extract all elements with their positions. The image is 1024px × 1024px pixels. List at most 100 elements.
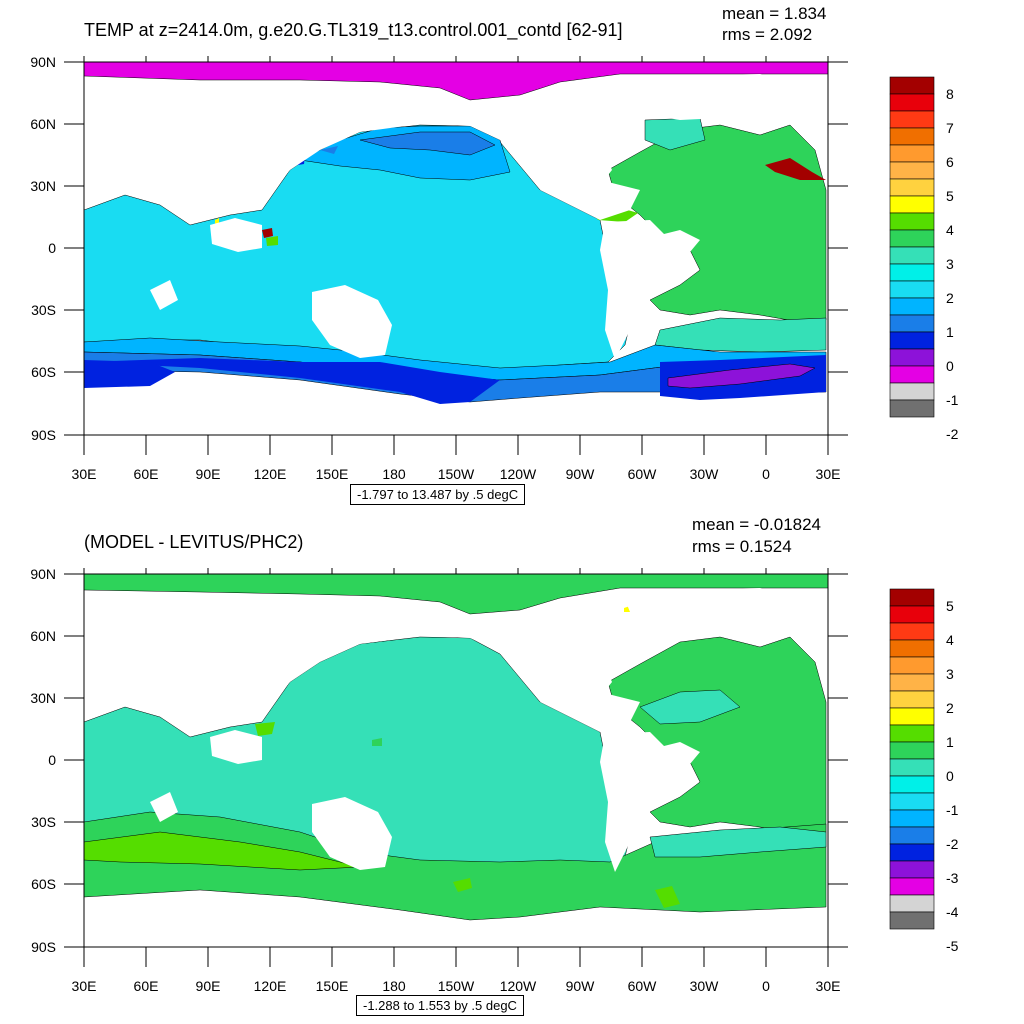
panel-1-rms: rms = 2.092 <box>722 25 813 44</box>
panel-1-weddell-purple <box>667 363 816 389</box>
panel-2-xtick: 90E <box>196 978 221 994</box>
panel-1-xtick: 90E <box>196 466 221 482</box>
colorbar-swatch <box>889 690 935 709</box>
colorbar-swatch <box>889 399 935 418</box>
panel-1-ticks <box>64 56 848 455</box>
panel-1-map: 30E 60E 90E 120E 150E 180 150W 120W 90W … <box>30 54 848 482</box>
panel-1-xtick: 30E <box>72 466 97 482</box>
colorbar-swatch <box>889 297 935 316</box>
panel-2-ytick: 30N <box>30 690 56 706</box>
panel-2-xtick: 30E <box>816 978 841 994</box>
panel-2-xtick: 120W <box>500 978 537 994</box>
panel-2-xtick: 30W <box>690 978 720 994</box>
panel-2-map: 30E 60E 90E 120E 150E 180 150W 120W 90W … <box>30 566 848 994</box>
panel-2-title: (MODEL - LEVITUS/PHC2) <box>84 532 304 552</box>
colorbar-swatch <box>889 93 935 112</box>
panel-1-land <box>84 74 812 360</box>
colorbar-label: -3 <box>946 870 959 886</box>
colorbar-swatch <box>889 622 935 641</box>
colorbar-swatch <box>889 348 935 367</box>
panel-1-ytick: 60S <box>31 364 56 380</box>
colorbar-label: -5 <box>946 938 959 952</box>
panel-1-ytick: 0 <box>48 240 56 256</box>
colorbar-label: 6 <box>946 154 954 170</box>
colorbar-label: -1 <box>946 802 959 818</box>
panel-1-field <box>83 61 829 404</box>
panel-1-xtick: 30E <box>816 466 841 482</box>
panel-2-xtick: 180 <box>382 978 406 994</box>
panel-2-ytick: 60S <box>31 876 56 892</box>
colorbar-swatch <box>889 588 935 607</box>
colorbar-label: 2 <box>946 290 954 306</box>
colorbar-swatch <box>889 229 935 248</box>
panel-1-xtick: 120W <box>500 466 537 482</box>
panel-1-ytick: 90N <box>30 54 56 70</box>
panel-2-colorbar: 5 4 3 2 1 0 -1 -2 -3 -4 -5 <box>889 588 959 952</box>
panel-2-land <box>84 588 812 872</box>
colorbar-swatch <box>889 792 935 811</box>
panel-2-xtick: 150E <box>316 978 349 994</box>
colorbar-swatch <box>889 76 935 95</box>
colorbar-swatch <box>889 809 935 828</box>
panel-2-xtick: 30E <box>72 978 97 994</box>
panel-2-xtick: 150W <box>438 978 475 994</box>
colorbar-label: 4 <box>946 632 954 648</box>
panel-2-mean: mean = -0.01824 <box>692 515 822 534</box>
colorbar-swatch <box>889 843 935 862</box>
colorbar-label: -4 <box>946 904 959 920</box>
panel-1-title: TEMP at z=2414.0m, g.e20.G.TL319_t13.con… <box>84 20 623 40</box>
panel-2-xtick: 60W <box>628 978 658 994</box>
colorbar-label: 5 <box>946 598 954 614</box>
panel-1-xtick: 60E <box>134 466 159 482</box>
panel-1-xtick: 60W <box>628 466 658 482</box>
panel-1-mean: mean = 1.834 <box>722 4 827 23</box>
colorbar-swatch <box>889 144 935 163</box>
colorbar-swatch <box>889 382 935 401</box>
colorbar-swatch <box>889 758 935 777</box>
panel-2-xtick: 0 <box>762 978 770 994</box>
panel-2-ytick: 90N <box>30 566 56 582</box>
panel-1-ytick: 30S <box>31 302 56 318</box>
colorbar-swatch <box>889 331 935 350</box>
panel-1-antarctic-dark <box>84 358 500 404</box>
colorbar-swatch <box>889 314 935 333</box>
colorbar-label: 3 <box>946 666 954 682</box>
colorbar-swatch <box>889 212 935 231</box>
colorbar-swatch <box>889 246 935 265</box>
colorbar-swatch <box>889 911 935 930</box>
colorbar-label: 7 <box>946 120 954 136</box>
colorbar-swatch <box>889 127 935 146</box>
panel-2-caption: -1.288 to 1.553 by .5 degC <box>356 995 524 1016</box>
panel-1-xtick: 90W <box>566 466 596 482</box>
colorbar-label: -2 <box>946 426 959 440</box>
panel-2-ytick: 60N <box>30 628 56 644</box>
panel-1-xtick: 0 <box>762 466 770 482</box>
colorbar-label: 0 <box>946 768 954 784</box>
panel-2-xtick: 60E <box>134 978 159 994</box>
colorbar-swatch <box>889 280 935 299</box>
colorbar-swatch <box>889 110 935 129</box>
panel-2-field <box>83 573 829 921</box>
panel-1-xtick: 120E <box>254 466 287 482</box>
panel-1-xtick: 30W <box>690 466 720 482</box>
colorbar-label: 3 <box>946 256 954 272</box>
panel-1-colorbar: 8 7 6 5 4 3 2 1 0 -1 -2 <box>889 76 959 440</box>
panel-1-caption: -1.797 to 13.487 by .5 degC <box>350 484 526 505</box>
colorbar-swatch <box>889 826 935 845</box>
panel-1-ytick: 60N <box>30 116 56 132</box>
colorbar-label: -1 <box>946 392 959 408</box>
colorbar-swatch <box>889 894 935 913</box>
panel-2-ytick: 30S <box>31 814 56 830</box>
colorbar-swatch <box>889 741 935 760</box>
panel-2-ticks <box>64 568 848 967</box>
colorbar-swatch <box>889 673 935 692</box>
panel-2-xtick: 90W <box>566 978 596 994</box>
colorbar-label: 2 <box>946 700 954 716</box>
colorbar-label: 1 <box>946 324 954 340</box>
colorbar-swatch <box>889 365 935 384</box>
panel-2-rms: rms = 0.1524 <box>692 537 792 556</box>
panel-1-ytick: 90S <box>31 427 56 443</box>
colorbar-swatch <box>889 263 935 282</box>
colorbar-swatch <box>889 707 935 726</box>
colorbar-swatch <box>889 639 935 658</box>
